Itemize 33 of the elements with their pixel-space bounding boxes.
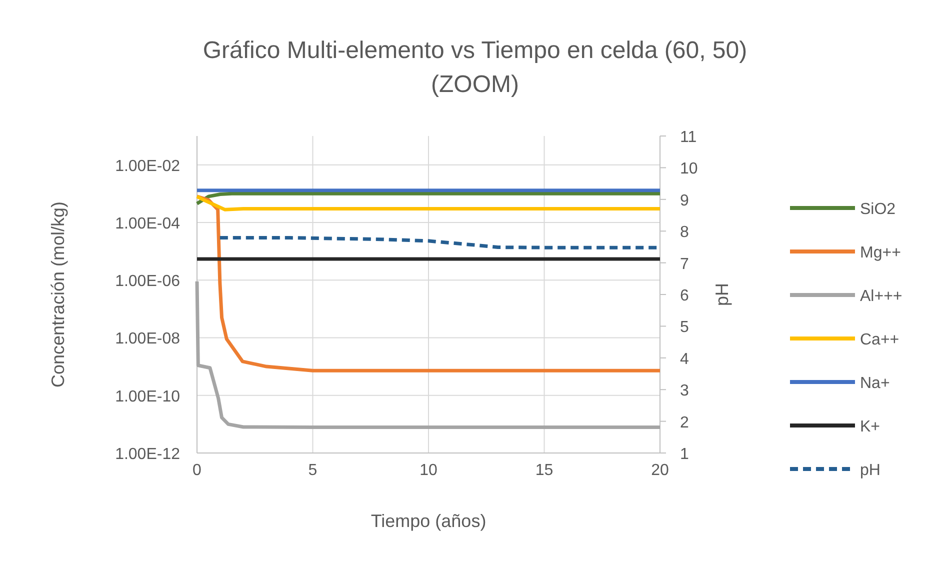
- y-tick-label: 1.00E-12: [115, 446, 180, 463]
- y2-tick-label: 2: [680, 414, 689, 432]
- legend-label: pH: [860, 462, 880, 479]
- y-tick-label: 1.00E-04: [115, 215, 180, 232]
- y2-tick-label: 1: [680, 446, 689, 463]
- y-tick-label: 1.00E-02: [115, 158, 180, 175]
- y2-tick-label: 6: [680, 288, 689, 304]
- x-tick-label: 5: [308, 462, 318, 479]
- y-axis-title: Concentración (mol/kg): [48, 201, 68, 388]
- y2-axis-title: pH: [712, 282, 732, 306]
- y2-tick-label: 7: [680, 256, 689, 273]
- x-axis-title: Tiempo (años): [370, 511, 486, 531]
- y-tick-label: 1.00E-10: [115, 388, 180, 406]
- chart-title: Gráfico Multi-elemento vs Tiempo en celda (60, 50) (ZOOM): [202, 37, 748, 98]
- legend-label: Al+++: [860, 288, 902, 305]
- x-tick-label: 0: [192, 462, 202, 479]
- legend-label: Na+: [860, 375, 890, 392]
- y2-tick-label: 10: [680, 160, 698, 178]
- legend-label: K+: [860, 418, 880, 436]
- y2-tick-label: 5: [680, 319, 689, 336]
- x-tick-label: 15: [535, 462, 554, 479]
- y2-tick-label: 4: [680, 350, 689, 368]
- legend-label: Mg++: [860, 244, 901, 262]
- y2-tick-label: 11: [680, 129, 697, 146]
- y-tick-label: 1.00E-06: [115, 273, 180, 290]
- y2-tick-label: 8: [680, 224, 689, 242]
- y2-tick-label: 9: [680, 192, 689, 210]
- x-tick-label: 20: [651, 462, 669, 479]
- y2-tick-label: 3: [680, 382, 689, 400]
- x-tick-label: 10: [420, 462, 438, 479]
- legend-label: SiO2: [860, 201, 896, 218]
- legend-label: Ca++: [860, 332, 900, 348]
- y-tick-label: 1.00E-08: [115, 330, 180, 348]
